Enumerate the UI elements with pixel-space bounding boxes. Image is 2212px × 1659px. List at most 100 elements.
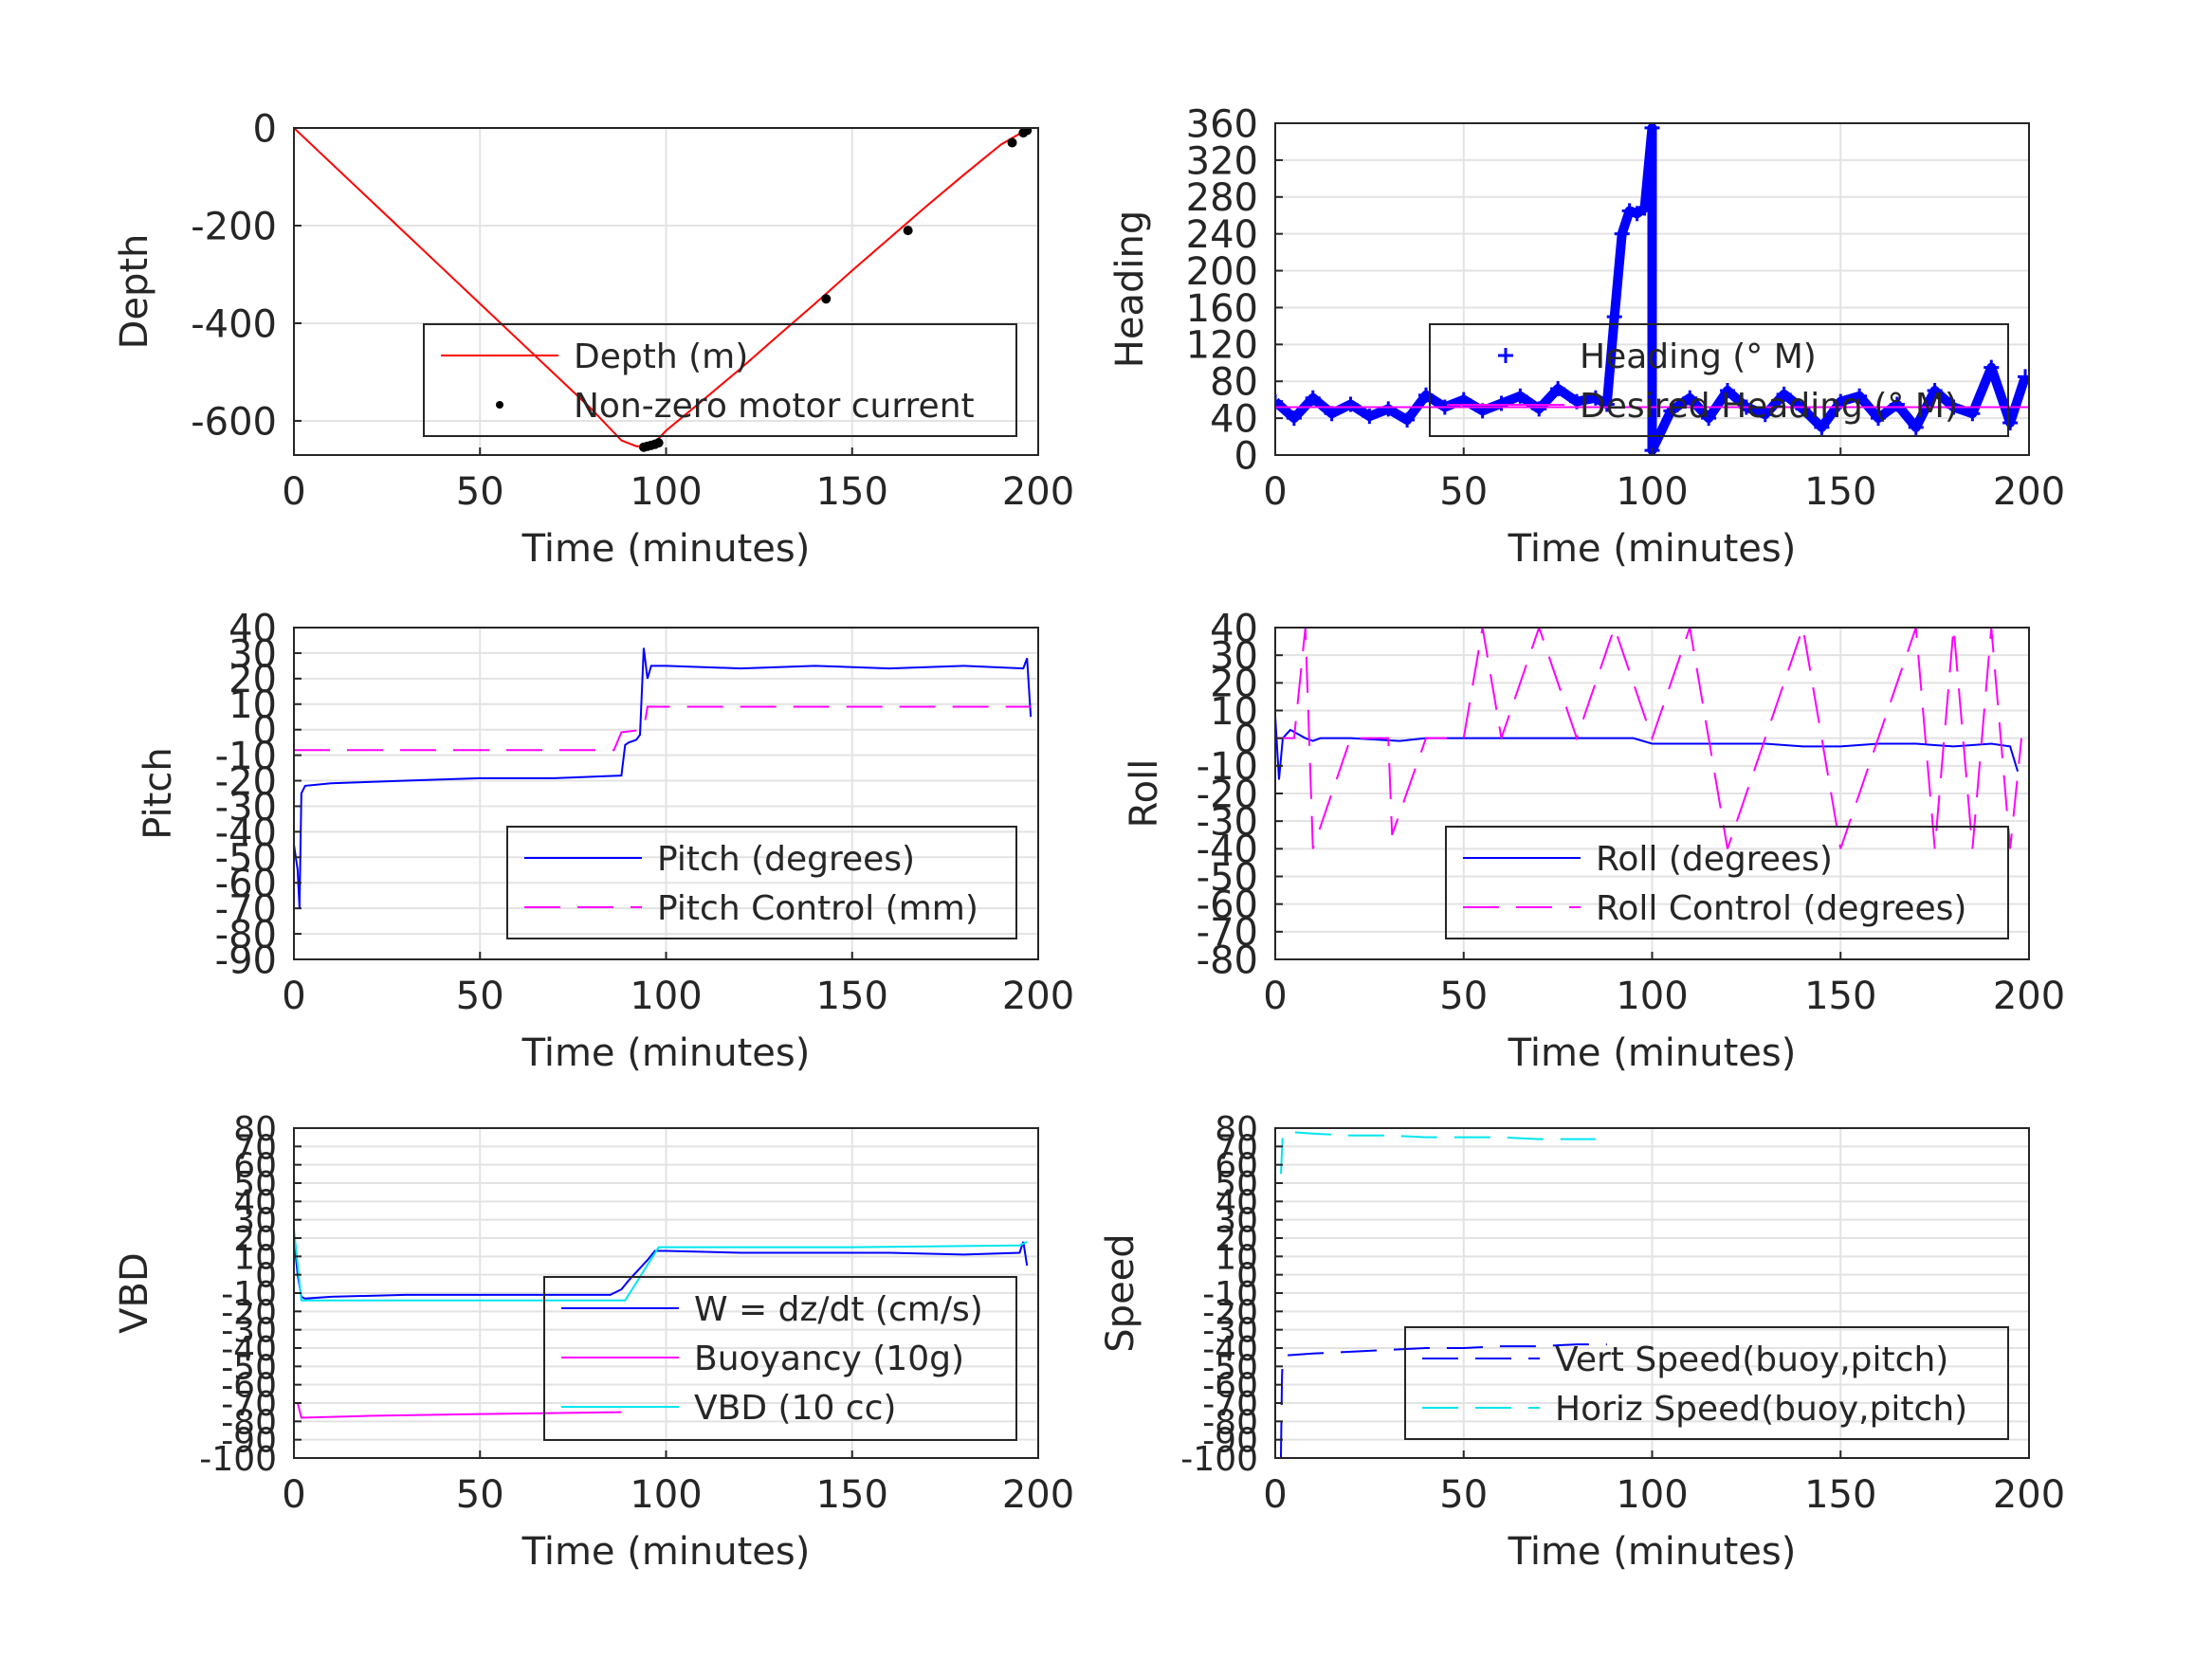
y-tick-label: -100 [1180, 1440, 1258, 1479]
y-axis-label: Depth [113, 234, 156, 350]
axes: 0 50 100 150 200-90-80-70-60-50-40-30-20-100… [215, 607, 1075, 1018]
y-tick-label: 360 [1186, 102, 1258, 146]
panel-heading: Heading Time (minutes) 0 50 100 150 200 04080… [1108, 102, 2065, 571]
y-tick-label: -60 [221, 1367, 277, 1406]
legend-box [543, 1276, 1017, 1441]
panel-roll: Roll Time (minutes) 0 50 100 150 200-80-70-6… [1123, 607, 2065, 1075]
legend: W = dz/dt (cm/s) Buoyancy (10g) VBD (10 cc… [543, 1276, 1017, 1441]
legend: Roll (degrees) Roll Control (degrees) [1445, 826, 2009, 939]
y-tick-label: -20 [1202, 1293, 1258, 1332]
data-point [821, 294, 832, 304]
y-tick-label: -80 [1202, 1403, 1258, 1442]
y-tick-label: 40 [1215, 1183, 1258, 1222]
y-tick-label: -70 [1202, 1385, 1258, 1424]
y-tick-label: -400 [191, 302, 277, 346]
y-tick-label: -90 [1202, 1422, 1258, 1461]
x-axis-label: Time (minutes) [521, 1530, 811, 1574]
y-tick-label: -70 [1197, 911, 1258, 955]
legend-box [1404, 1326, 2009, 1440]
legend: Pitch (degrees) Pitch Control (mm) [506, 826, 1017, 939]
y-tick-label: 0 [1234, 434, 1258, 478]
y-tick-label: -10 [215, 735, 277, 778]
plot-series [294, 647, 1033, 909]
y-tick-label: 0 [253, 709, 277, 753]
y-tick-label: -50 [1202, 1348, 1258, 1387]
y-tick-label: -50 [215, 837, 277, 881]
y-axis-label: VBD [113, 1252, 156, 1334]
y-tick-label: -80 [221, 1403, 277, 1442]
y-tick-label: 0 [255, 1257, 277, 1296]
y-tick-label: -50 [221, 1348, 277, 1387]
x-tick-label: 200 [1993, 1473, 2065, 1517]
legend-box [423, 323, 1017, 437]
x-tick-label: 50 [1439, 470, 1488, 514]
x-tick-label: 100 [1616, 470, 1688, 514]
plot-series [1279, 1130, 1607, 1458]
legend-swatch [496, 401, 503, 409]
series-line [294, 647, 1033, 909]
x-axis-label: Time (minutes) [1508, 1530, 1797, 1574]
y-tick-label: -30 [215, 786, 277, 830]
x-tick-label: 100 [630, 470, 702, 514]
y-tick-label: 240 [1186, 213, 1258, 257]
y-tick-label: 120 [1186, 324, 1258, 368]
x-tick-label: 150 [816, 975, 888, 1018]
x-axis-label: Time (minutes) [521, 1031, 811, 1075]
x-tick-label: 200 [1993, 975, 2065, 1018]
x-tick-label: 0 [1263, 1473, 1287, 1517]
y-tick-label: 200 [1186, 250, 1258, 294]
y-tick-label: -10 [1202, 1275, 1258, 1314]
panel-speed: Speed Time (minutes) 0 50 100 150 200-100-90… [1099, 1110, 2065, 1574]
y-tick-label: 70 [233, 1128, 277, 1167]
y-tick-label: -60 [1202, 1367, 1258, 1406]
x-tick-label: 150 [816, 470, 888, 514]
y-tick-label: -20 [1197, 773, 1258, 816]
legend-label-horiz-speed: Horiz Speed(buoy,pitch) [1555, 1390, 1967, 1429]
y-tick-label: 320 [1186, 139, 1258, 183]
data-point [903, 226, 913, 236]
y-tick-label: 30 [1210, 635, 1258, 679]
x-tick-label: 100 [630, 1473, 702, 1517]
legend-box [506, 826, 1017, 939]
x-tick-label: 0 [1263, 975, 1287, 1018]
series-line [1275, 628, 2023, 849]
y-tick-label: -40 [1197, 829, 1258, 872]
plot-series [1275, 123, 2029, 455]
legend-label-pitch-control: Pitch Control (mm) [657, 889, 978, 928]
y-tick-label: 30 [1215, 1202, 1258, 1241]
y-tick-label: 20 [229, 658, 277, 702]
axes: 0 50 100 150 200 0 -200 -400 -600 [191, 107, 1074, 514]
x-tick-label: 150 [816, 1473, 888, 1517]
y-tick-label: -10 [221, 1275, 277, 1314]
y-axis-label: Heading [1108, 210, 1152, 368]
axes: 0 50 100 150 200-80-70-60-50-40-30-20-100102… [1197, 607, 2066, 1018]
y-tick-label: 50 [233, 1165, 277, 1204]
panel-vbd: VBD Time (minutes) 0 50 100 150 200-100-90-8… [113, 1110, 1074, 1574]
y-tick-label: 40 [1210, 607, 1258, 650]
y-tick-label: -10 [1197, 745, 1258, 789]
y-tick-label: 30 [233, 1202, 277, 1241]
legend-label-roll-control: Roll Control (degrees) [1596, 889, 1966, 928]
series-line [294, 705, 1032, 752]
y-tick-label: -600 [191, 400, 277, 444]
y-axis-label: Roll [1123, 759, 1166, 829]
y-tick-label: -70 [221, 1385, 277, 1424]
panel-pitch: Pitch Time (minutes) 0 50 100 150 200-90-80-… [137, 607, 1074, 1075]
y-tick-label: 60 [233, 1147, 277, 1186]
y-tick-label: 80 [1210, 361, 1258, 405]
y-tick-label: -20 [221, 1293, 277, 1332]
y-axis-label: Speed [1099, 1233, 1143, 1352]
x-tick-label: 100 [630, 975, 702, 1018]
y-tick-label: -30 [221, 1312, 277, 1351]
legend-box [1445, 826, 2009, 939]
series-line [294, 1229, 1028, 1302]
y-tick-label: 40 [1210, 398, 1258, 442]
legend: Heading (° M) Desired Heading (° M) [1429, 323, 2009, 437]
plot-series [294, 128, 1033, 452]
y-tick-label: 10 [233, 1238, 277, 1277]
series-line [294, 1237, 1029, 1300]
x-tick-label: 0 [282, 470, 305, 514]
legend-label-pitch: Pitch (degrees) [657, 840, 915, 879]
legend-label-vbd: VBD (10 cc) [694, 1389, 896, 1428]
